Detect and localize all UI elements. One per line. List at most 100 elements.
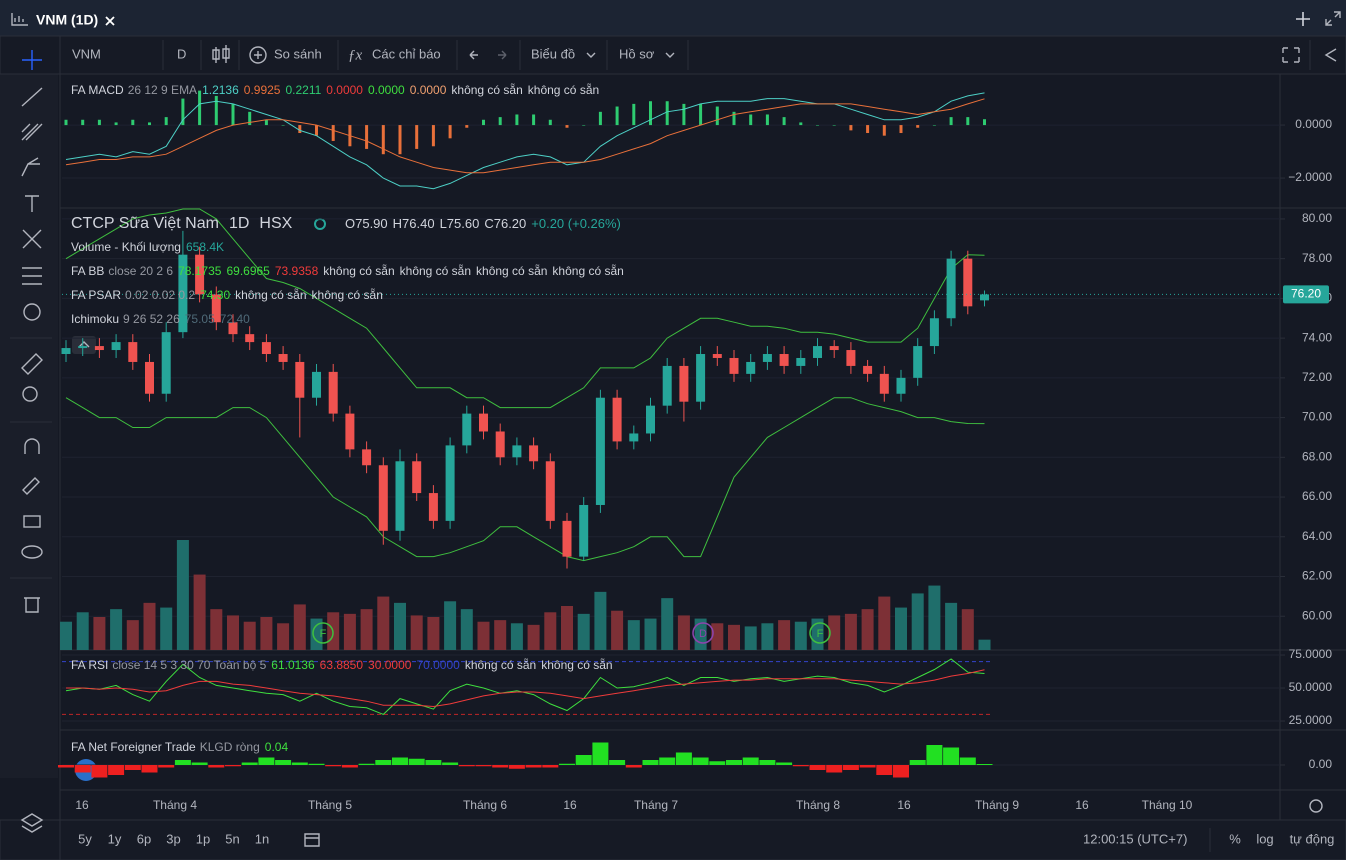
candle-body [195,254,205,295]
symbol-header: CTCP Sữa Việt Nam 1D HSX [71,215,293,232]
volume-bar [227,615,239,650]
range-button[interactable]: 1n [255,831,269,846]
range-button[interactable]: 5n [225,831,239,846]
x-tick-label: Tháng 6 [463,798,507,812]
candle-body [762,354,772,362]
volume-bar [544,612,557,650]
scale-toggle[interactable]: tự động [1290,831,1335,846]
foreign-bar [475,765,492,767]
volume-bar [878,596,891,650]
profile[interactable]: Hồ sơ [619,46,655,61]
macd-histogram [448,125,452,139]
compare-icon[interactable] [249,46,267,64]
foreign-bar [559,763,575,765]
tab-title[interactable]: VNM (1D) [36,12,98,28]
candle-body [712,354,722,358]
foreign-bar [91,765,108,778]
macd-histogram [315,125,318,136]
emoji-tool[interactable] [23,303,41,321]
trash-tool[interactable] [24,597,40,613]
volume-bar [93,617,106,650]
indicator-params: 9 26 52 26 [123,312,180,326]
volume-bar [160,607,173,650]
candle-icon[interactable] [212,45,230,63]
collapse-button[interactable] [72,336,96,354]
range-button[interactable]: 1y [108,831,122,846]
macd-histogram [749,114,753,126]
volume-bar [110,609,123,650]
indicator-note: không có sẵn [312,287,383,302]
compare[interactable]: So sánh [274,46,322,61]
indicator-value: 0.0000 [368,83,405,97]
candle-body [963,258,973,307]
candle-body [879,373,889,394]
pattern-tool[interactable] [22,229,42,249]
foreign-bar [759,760,776,765]
settings[interactable] [1309,799,1323,813]
indicator-name: FA MACD [71,83,124,97]
indicator-name: Ichimoku [71,312,119,326]
interval[interactable]: D [177,46,186,61]
indicator-value: 0.2211 [285,83,321,97]
volume-bar [210,609,223,650]
text-tool[interactable] [25,195,39,212]
macd-histogram [131,119,135,126]
date-picker[interactable] [304,833,320,847]
candle-body [245,334,255,343]
foreign-bar [742,757,759,765]
volume-bar [343,613,356,650]
macd-histogram [565,125,569,128]
indicators[interactable]: Các chỉ báo [372,46,441,61]
close-tab[interactable] [105,16,115,26]
foreign-bar [392,757,408,765]
range-button[interactable]: 3p [166,831,180,846]
undo[interactable] [469,50,478,60]
foreign-bar [492,765,509,768]
share[interactable] [1324,48,1337,62]
volume-bar [945,602,958,650]
foreign-bar [275,760,292,765]
volume-bar [844,613,857,650]
brush-tool[interactable] [21,157,40,177]
magnet-tool[interactable] [24,438,40,454]
ruler-tool[interactable] [21,353,43,375]
range-button[interactable]: 5y [78,831,92,846]
indicator-note: không có sẵn [400,263,471,278]
chart-type[interactable]: Biểu đồ [531,46,575,61]
range-button[interactable]: 1p [196,831,210,846]
candle-body [846,350,856,366]
scale-toggle[interactable]: log [1256,831,1273,846]
add-tab[interactable] [1296,12,1310,26]
indicator-value: 0.9925 [244,83,281,97]
lock-tool[interactable] [23,515,41,528]
crosshair-tool[interactable] [22,50,42,70]
candle-body [161,332,171,394]
fullscreen[interactable] [1282,47,1300,63]
candle-body [428,493,438,521]
layers[interactable] [20,813,44,833]
candle-body [796,357,806,366]
x-tick-label: Tháng 4 [153,798,197,812]
candle-body [78,346,88,349]
redo[interactable] [498,50,507,60]
candle-body [328,371,338,414]
foreign-bar [575,755,592,765]
prediction-tool[interactable] [22,267,42,285]
visibility-tool[interactable] [21,545,43,559]
lock-draw-tool[interactable] [22,477,40,495]
indicator-params: 26 12 9 EMA [128,83,197,97]
foreign-bar [241,762,258,765]
candle-body [312,371,321,398]
scale-toggle[interactable]: % [1229,831,1241,846]
zoom-tool[interactable] [22,386,38,402]
fib-tool[interactable] [21,123,43,141]
range-button[interactable]: 6p [137,831,151,846]
foreign-bar [776,762,793,765]
expand[interactable] [1325,11,1341,26]
indicator-note: không có sẵn [465,657,536,672]
candle-body [395,461,405,531]
candle-body [980,294,989,301]
symbol[interactable]: VNM [72,46,101,61]
trend-line-tool[interactable] [21,87,43,107]
